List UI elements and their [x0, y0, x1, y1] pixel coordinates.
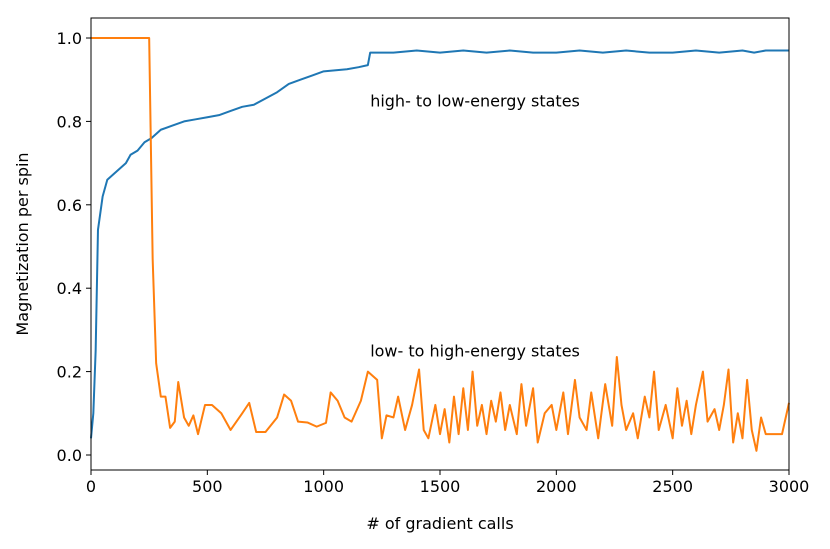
y-tick-label: 0.4 — [57, 279, 82, 298]
plot-frame — [90, 17, 790, 471]
y-tick-label: 0.8 — [57, 112, 82, 131]
x-axis-label: # of gradient calls — [366, 514, 513, 533]
x-tick-label: 2500 — [652, 477, 693, 496]
y-tick-label: 0.6 — [57, 196, 82, 215]
x-tick-label: 500 — [192, 477, 223, 496]
y-tick-label: 0.2 — [57, 363, 82, 382]
y-tick-label: 0.0 — [57, 446, 82, 465]
annotation: low- to high-energy states — [370, 342, 580, 361]
x-tick-label: 1500 — [420, 477, 461, 496]
y-tick-label: 1.0 — [57, 29, 82, 48]
annotation: high- to low-energy states — [370, 92, 580, 111]
series-line — [90, 49, 789, 439]
x-tick-label: 0 — [86, 477, 96, 496]
x-tick-label: 3000 — [769, 477, 810, 496]
x-tick-label: 1000 — [303, 477, 344, 496]
series-line — [91, 37, 790, 452]
y-axis-label: Magnetization per spin — [13, 152, 32, 335]
x-tick-label: 2000 — [536, 477, 577, 496]
